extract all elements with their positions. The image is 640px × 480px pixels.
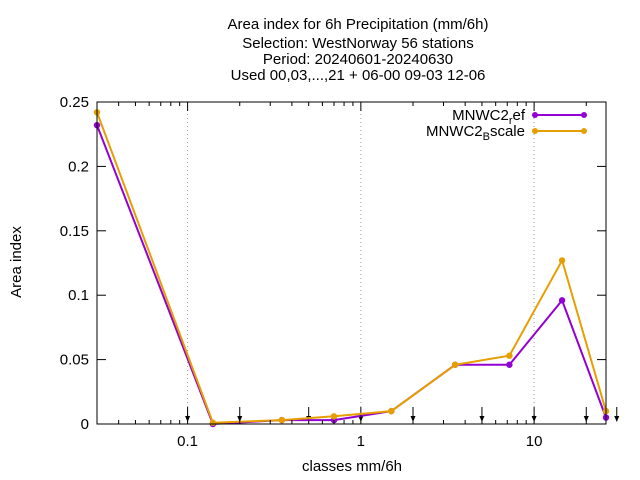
legend-marker-1b [581,112,587,118]
threshold-arrow-head [237,416,243,422]
title-line-3: Period: 20240601-20240630 [263,51,453,68]
y-tick-label: 0 [81,416,89,433]
x-axis-label: classes mm/6h [302,458,402,475]
chart-title: Area index for 6h Precipitation (mm/6h) … [228,16,489,84]
axis-ticks: 0.1 1 10 0 0.05 0.1 0.15 0.2 0.25 [60,94,606,450]
data-point [558,297,566,304]
y-tick-label: 0.2 [68,158,89,175]
data-point [330,413,338,420]
legend-label-1: MNWC2ref [452,107,526,127]
y-axis-label: Area index [8,226,25,298]
threshold-arrow-head [614,416,620,422]
legend-marker-1a [532,112,538,118]
grid [187,102,535,424]
series-line-1 [96,124,607,426]
y-tick-label: 0.05 [60,352,89,369]
title-line-4: Used 00,03,...,21 + 06-00 09-03 12-06 [231,67,486,84]
data-point [451,361,459,368]
y-tick-label: 0.1 [68,287,89,304]
data-point [209,419,217,426]
threshold-arrow-head [410,416,416,422]
threshold-arrows [185,407,620,422]
x-tick-label: 0.1 [177,433,198,450]
legend-marker-2a [532,128,538,134]
legend-entry-2: MNWC2Bscale [426,123,587,143]
data-point [558,257,566,264]
threshold-arrow-head [479,416,485,422]
legend-label-2: MNWC2Bscale [426,123,525,143]
data-point [506,352,513,359]
y-tick-label: 0.15 [60,223,89,240]
data-point [388,407,395,415]
y-tick-label: 0.25 [60,94,89,111]
x-tick-label: 10 [526,433,543,450]
title-line-2: Selection: WestNorway 56 stations [242,35,474,52]
legend-entry-1: MNWC2ref [452,107,587,127]
threshold-arrow-head [583,416,589,422]
plot-series [93,109,610,428]
legend: MNWC2ref MNWC2Bscale [426,107,587,143]
x-tick-label: 1 [357,433,365,450]
series-line-2 [96,111,607,424]
legend-marker-2b [581,128,587,134]
data-point [278,416,286,424]
plot-frame [96,101,607,425]
title-line-1: Area index for 6h Precipitation (mm/6h) [228,16,489,33]
data-point [506,361,513,368]
